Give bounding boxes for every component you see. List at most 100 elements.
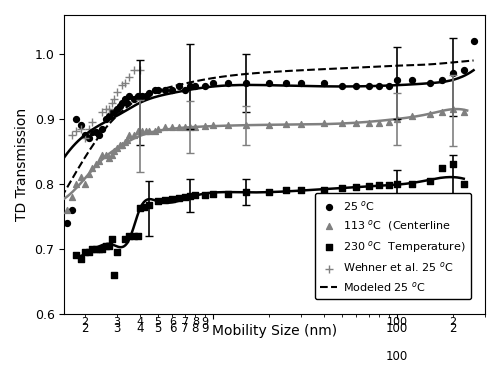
Wehner et al. 25 $^o$C [104, 106, 112, 112]
230 $^o$C  Temperature) [104, 243, 112, 249]
230 $^o$C  Temperature) [84, 249, 92, 255]
25 $^o$C [98, 126, 106, 132]
Text: 6: 6 [169, 317, 176, 327]
Modeled 25 $^o$C [302, 68, 308, 72]
230 $^o$C  Temperature) [408, 181, 416, 187]
113 $^o$C  (Centerline [408, 113, 416, 119]
230 $^o$C  Temperature) [376, 182, 384, 188]
Wehner et al. 25 $^o$C [118, 82, 126, 88]
25 $^o$C [95, 132, 103, 138]
25 $^o$C [192, 84, 200, 90]
25 $^o$C [142, 93, 150, 99]
230 $^o$C  Temperature) [88, 246, 96, 252]
25 $^o$C [104, 113, 112, 119]
Wehner et al. 25 $^o$C [84, 126, 92, 132]
25 $^o$C [364, 84, 372, 90]
230 $^o$C  Temperature) [385, 182, 393, 188]
113 $^o$C  (Centerline [118, 142, 126, 148]
113 $^o$C  (Centerline [393, 116, 401, 122]
113 $^o$C  (Centerline [104, 155, 112, 161]
113 $^o$C  (Centerline [146, 127, 154, 134]
113 $^o$C  (Centerline [142, 127, 150, 134]
230 $^o$C  Temperature) [130, 233, 138, 239]
113 $^o$C  (Centerline [88, 165, 96, 171]
230 $^o$C  Temperature) [113, 249, 121, 255]
25 $^o$C [385, 84, 393, 90]
Text: 7: 7 [181, 317, 188, 327]
113 $^o$C  (Centerline [72, 181, 80, 187]
230 $^o$C  Temperature) [126, 233, 134, 239]
113 $^o$C  (Centerline [134, 127, 142, 134]
113 $^o$C  (Centerline [123, 137, 131, 143]
113 $^o$C  (Centerline [448, 106, 456, 112]
25 $^o$C [242, 80, 250, 86]
113 $^o$C  (Centerline [113, 145, 121, 151]
25 $^o$C [168, 87, 176, 93]
Modeled 25 $^o$C [60, 192, 66, 197]
25 $^o$C [130, 96, 138, 102]
Wehner et al. 25 $^o$C [98, 109, 106, 116]
25 $^o$C [113, 106, 121, 112]
25 $^o$C [76, 122, 84, 129]
230 $^o$C  Temperature) [192, 192, 200, 198]
25 $^o$C [393, 77, 401, 83]
230 $^o$C  Temperature) [175, 195, 183, 201]
113 $^o$C  (Centerline [338, 121, 346, 127]
Text: 4: 4 [136, 321, 144, 335]
113 $^o$C  (Centerline [80, 181, 88, 187]
25 $^o$C [460, 67, 468, 73]
Modeled 25 $^o$C [470, 58, 476, 63]
113 $^o$C  (Centerline [224, 122, 232, 129]
Wehner et al. 25 $^o$C [102, 106, 110, 112]
113 $^o$C  (Centerline [180, 124, 188, 130]
Text: 8: 8 [192, 321, 199, 335]
113 $^o$C  (Centerline [108, 152, 116, 158]
Wehner et al. 25 $^o$C [108, 100, 116, 106]
25 $^o$C [102, 116, 110, 122]
25 $^o$C [376, 84, 384, 90]
25 $^o$C [426, 80, 434, 86]
113 $^o$C  (Centerline [116, 142, 124, 148]
25 $^o$C [162, 87, 170, 93]
230 $^o$C  Temperature) [108, 236, 116, 242]
230 $^o$C  Temperature) [76, 256, 84, 262]
Modeled 25 $^o$C [406, 63, 412, 68]
230 $^o$C  Temperature) [168, 196, 176, 202]
Wehner et al. 25 $^o$C [76, 126, 84, 132]
113 $^o$C  (Centerline [150, 127, 158, 134]
230 $^o$C  Temperature) [110, 272, 118, 278]
113 $^o$C  (Centerline [175, 124, 183, 130]
230 $^o$C  Temperature) [209, 191, 217, 198]
113 $^o$C  (Centerline [364, 121, 372, 127]
230 $^o$C  Temperature) [102, 243, 110, 249]
25 $^o$C [138, 93, 146, 99]
230 $^o$C  Temperature) [426, 177, 434, 184]
Wehner et al. 25 $^o$C [80, 136, 88, 142]
Text: 100: 100 [386, 317, 407, 327]
113 $^o$C  (Centerline [126, 132, 134, 138]
25 $^o$C [438, 77, 446, 83]
25 $^o$C [118, 100, 126, 106]
113 $^o$C  (Centerline [92, 161, 100, 167]
25 $^o$C [123, 100, 131, 106]
230 $^o$C  Temperature) [72, 252, 80, 258]
230 $^o$C  Temperature) [140, 204, 148, 210]
230 $^o$C  Temperature) [297, 187, 305, 194]
25 $^o$C [352, 84, 360, 90]
Text: 8: 8 [192, 317, 199, 327]
113 $^o$C  (Centerline [154, 126, 162, 132]
25 $^o$C [134, 93, 142, 99]
113 $^o$C  (Centerline [242, 122, 250, 129]
25 $^o$C [80, 132, 88, 138]
230 $^o$C  Temperature) [92, 246, 100, 252]
25 $^o$C [320, 80, 328, 86]
113 $^o$C  (Centerline [63, 207, 71, 213]
25 $^o$C [264, 80, 272, 86]
25 $^o$C [448, 70, 456, 77]
Wehner et al. 25 $^o$C [120, 80, 128, 86]
113 $^o$C  (Centerline [168, 124, 176, 131]
113 $^o$C  (Centerline [209, 122, 217, 129]
230 $^o$C  Temperature) [98, 246, 106, 252]
113 $^o$C  (Centerline [130, 132, 138, 138]
Text: 2: 2 [449, 321, 456, 335]
